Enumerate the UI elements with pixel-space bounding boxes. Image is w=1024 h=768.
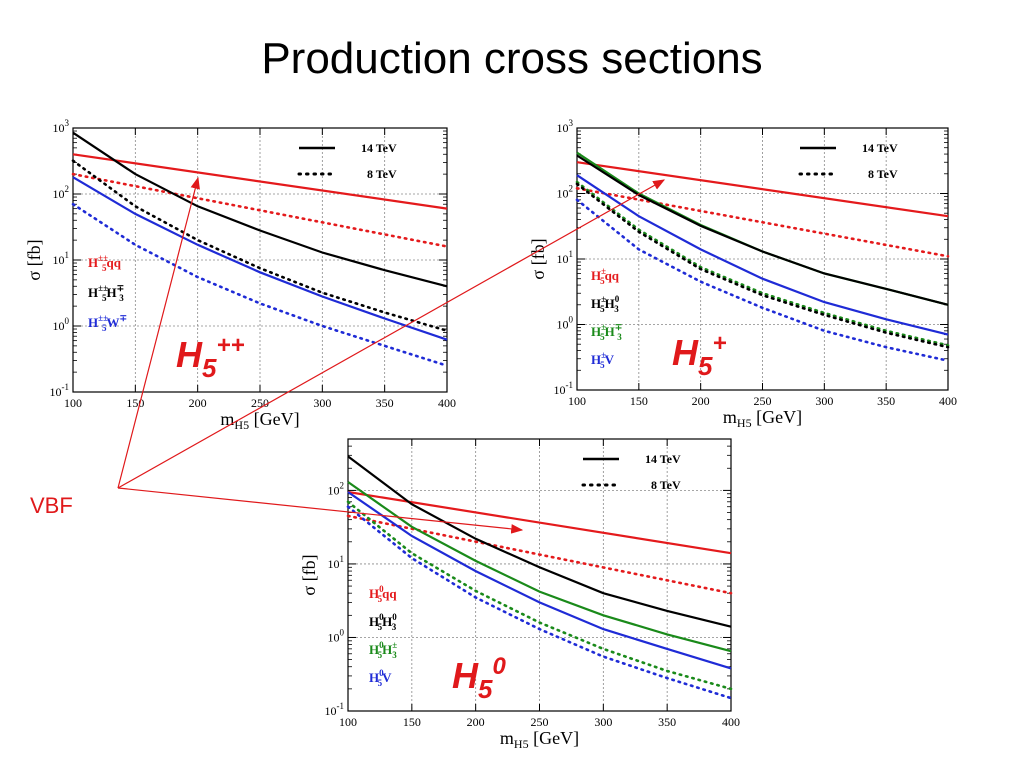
legend-8tev: 8 TeV — [868, 167, 898, 181]
process-label: H0 5H± 3 — [369, 640, 397, 660]
y-axis-title: σ [fb] — [299, 554, 319, 595]
slide-title: Production cross sections — [261, 34, 763, 83]
x-tick-label: 250 — [531, 715, 549, 729]
y-tick-label: 10-1 — [50, 382, 70, 399]
y-tick-label: 10-1 — [325, 701, 345, 718]
process-label: H± 5H0 3 — [591, 294, 620, 314]
process-label: H±± 5qq — [88, 253, 122, 273]
y-tick-label: 10-1 — [554, 380, 574, 397]
series-red-dotted — [346, 514, 733, 595]
x-tick-label: 300 — [815, 394, 833, 408]
x-tick-label: 250 — [754, 394, 772, 408]
x-tick-label: 100 — [339, 715, 357, 729]
series-blue-solid — [72, 176, 448, 341]
legend-8tev: 8 TeV — [651, 478, 681, 492]
series-blue-solid — [347, 491, 732, 670]
x-tick-label: 150 — [403, 715, 421, 729]
series-blue-dotted — [71, 202, 449, 368]
vbf-arrow-1 — [117, 176, 200, 489]
series-blue-dotted — [346, 505, 733, 700]
y-tick-label: 102 — [328, 480, 345, 497]
x-tick-label: 100 — [64, 396, 82, 410]
series-red-solid — [347, 490, 732, 555]
x-tick-label: 200 — [467, 715, 485, 729]
chart-panel-2: 100 150 200 250 300 350 40010-1100101102103mH5… — [528, 118, 957, 430]
series-black-solid — [72, 131, 448, 288]
series-black-solid — [576, 154, 949, 306]
y-tick-label: 100 — [557, 315, 574, 332]
x-tick-label: 200 — [692, 394, 710, 408]
y-axis-title: σ [fb] — [24, 239, 44, 280]
x-tick-label: 300 — [594, 715, 612, 729]
panel-label-3: H50 — [452, 653, 506, 704]
x-tick-label: 150 — [126, 396, 144, 410]
process-label: H0 5qq — [369, 584, 397, 604]
y-tick-label: 100 — [328, 627, 345, 644]
series-black-dotted — [71, 159, 449, 333]
process-label: H±± 5W∓ — [88, 313, 127, 333]
x-tick-label: 350 — [877, 394, 895, 408]
series-green-dotted — [575, 180, 950, 347]
series-black-solid — [347, 455, 732, 628]
vbf-label: VBF — [30, 493, 73, 518]
series-blue-solid — [576, 174, 949, 336]
x-tick-label: 200 — [189, 396, 207, 410]
x-axis-title: mH5 [GeV] — [500, 728, 579, 751]
process-label: H±± 5H∓ 3 — [88, 283, 124, 303]
x-tick-label: 400 — [438, 396, 456, 410]
y-tick-label: 101 — [53, 250, 70, 267]
y-tick-label: 101 — [328, 554, 345, 571]
legend-14tev: 14 TeV — [645, 452, 681, 466]
legend-14tev: 14 TeV — [862, 141, 898, 155]
x-axis-title: mH5 [GeV] — [220, 409, 299, 432]
x-tick-label: 250 — [251, 396, 269, 410]
y-axis-title: σ [fb] — [528, 238, 548, 279]
series-red-dotted — [575, 187, 950, 258]
series-red-dotted — [71, 172, 449, 248]
x-tick-label: 400 — [722, 715, 740, 729]
process-label: H± 5H∓ 3 — [591, 322, 622, 342]
x-tick-label: 400 — [939, 394, 957, 408]
process-label: H0 5H0 3 — [369, 612, 397, 632]
vbf-arrow-3 — [117, 487, 524, 534]
y-tick-label: 103 — [53, 118, 70, 135]
series-red-solid — [576, 161, 949, 218]
series-green-solid — [347, 481, 732, 653]
x-tick-label: 300 — [313, 396, 331, 410]
y-tick-label: 102 — [557, 184, 574, 201]
x-tick-label: 150 — [630, 394, 648, 408]
chart-panel-1: 100 150 200 250 300 350 40010-1100101102103mH5… — [24, 118, 456, 432]
legend-8tev: 8 TeV — [367, 167, 397, 181]
panel-label-1: H5++ — [176, 332, 245, 383]
process-label: H± 5V — [591, 350, 615, 370]
x-tick-label: 100 — [568, 394, 586, 408]
series-black-dotted — [575, 182, 950, 349]
x-axis-title: mH5 [GeV] — [723, 407, 802, 430]
x-tick-label: 350 — [658, 715, 676, 729]
y-tick-label: 101 — [557, 249, 574, 266]
panel-label-2: H5+ — [672, 330, 726, 381]
x-tick-label: 350 — [376, 396, 394, 410]
y-tick-label: 102 — [53, 184, 70, 201]
series-green-dotted — [346, 500, 733, 691]
legend-14tev: 14 TeV — [361, 141, 397, 155]
y-tick-label: 100 — [53, 316, 70, 333]
process-label: H± 5qq — [591, 266, 620, 286]
series-blue-dotted — [575, 198, 950, 363]
process-label: H0 5V — [369, 668, 392, 688]
series-red-solid — [72, 153, 448, 210]
vbf-arrow-2 — [117, 179, 666, 489]
y-tick-label: 103 — [557, 118, 574, 135]
